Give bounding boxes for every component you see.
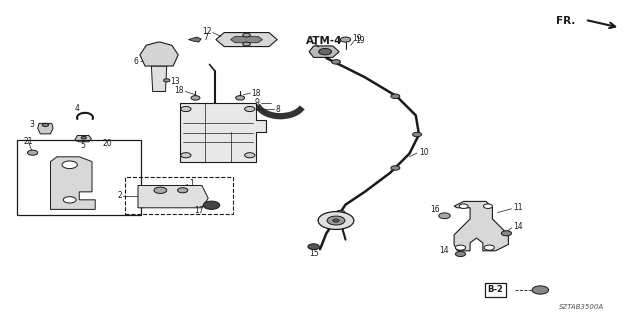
Text: 5: 5: [80, 141, 85, 150]
Circle shape: [180, 107, 191, 112]
Text: 16: 16: [431, 205, 440, 214]
Polygon shape: [216, 33, 277, 47]
Text: 15: 15: [309, 249, 319, 258]
Text: 11: 11: [513, 203, 522, 212]
Text: 6: 6: [134, 57, 139, 66]
Circle shape: [327, 216, 345, 225]
Text: 9: 9: [255, 98, 259, 107]
Circle shape: [501, 231, 511, 236]
Text: B-2: B-2: [488, 285, 504, 294]
Text: 10: 10: [419, 148, 429, 156]
Text: 19: 19: [355, 36, 365, 45]
Circle shape: [532, 286, 548, 294]
Circle shape: [191, 96, 200, 100]
Circle shape: [244, 107, 255, 112]
Polygon shape: [309, 46, 339, 57]
Text: 13: 13: [171, 77, 180, 86]
Text: ATM-4: ATM-4: [306, 36, 342, 45]
Polygon shape: [38, 123, 53, 134]
Circle shape: [244, 153, 255, 158]
Polygon shape: [179, 103, 266, 162]
Text: 18: 18: [175, 86, 184, 95]
Polygon shape: [152, 66, 167, 92]
Circle shape: [319, 49, 332, 55]
Circle shape: [28, 150, 38, 155]
Polygon shape: [454, 201, 508, 251]
Text: 8: 8: [275, 105, 280, 114]
Circle shape: [340, 37, 351, 42]
Circle shape: [154, 187, 167, 194]
Circle shape: [203, 201, 220, 209]
Text: 3: 3: [29, 120, 34, 130]
Text: SZTAB3500A: SZTAB3500A: [559, 304, 604, 310]
Circle shape: [460, 204, 468, 208]
Circle shape: [318, 212, 354, 229]
Circle shape: [243, 33, 250, 37]
Text: 19: 19: [352, 35, 362, 44]
Text: 14: 14: [440, 246, 449, 255]
Text: 18: 18: [252, 89, 261, 98]
Circle shape: [413, 132, 422, 137]
Polygon shape: [138, 186, 208, 208]
Circle shape: [332, 60, 340, 64]
Circle shape: [483, 204, 492, 208]
Circle shape: [336, 210, 345, 215]
Text: 7: 7: [203, 34, 208, 43]
Circle shape: [81, 136, 86, 139]
Circle shape: [180, 153, 191, 158]
Polygon shape: [75, 135, 92, 142]
Circle shape: [236, 96, 244, 100]
Text: FR.: FR.: [556, 16, 575, 27]
Circle shape: [42, 123, 49, 126]
Polygon shape: [188, 37, 201, 42]
Text: 2: 2: [117, 191, 122, 200]
Polygon shape: [140, 42, 178, 66]
Circle shape: [484, 245, 494, 250]
Circle shape: [177, 188, 188, 193]
Circle shape: [391, 94, 400, 99]
Circle shape: [308, 244, 319, 250]
Circle shape: [439, 213, 451, 219]
Circle shape: [333, 219, 339, 222]
Text: 20: 20: [103, 139, 113, 148]
Polygon shape: [51, 157, 95, 209]
Text: 17: 17: [194, 206, 204, 215]
Text: 14: 14: [513, 222, 522, 231]
Circle shape: [63, 197, 76, 203]
Text: 4: 4: [75, 104, 80, 113]
Text: 12: 12: [202, 27, 211, 36]
Polygon shape: [230, 36, 262, 43]
Text: 1: 1: [189, 180, 194, 188]
Circle shape: [164, 79, 170, 82]
Circle shape: [243, 42, 250, 46]
Circle shape: [456, 252, 466, 257]
Circle shape: [456, 245, 466, 250]
Circle shape: [391, 166, 400, 170]
Text: 21: 21: [23, 137, 33, 146]
Circle shape: [62, 161, 77, 169]
